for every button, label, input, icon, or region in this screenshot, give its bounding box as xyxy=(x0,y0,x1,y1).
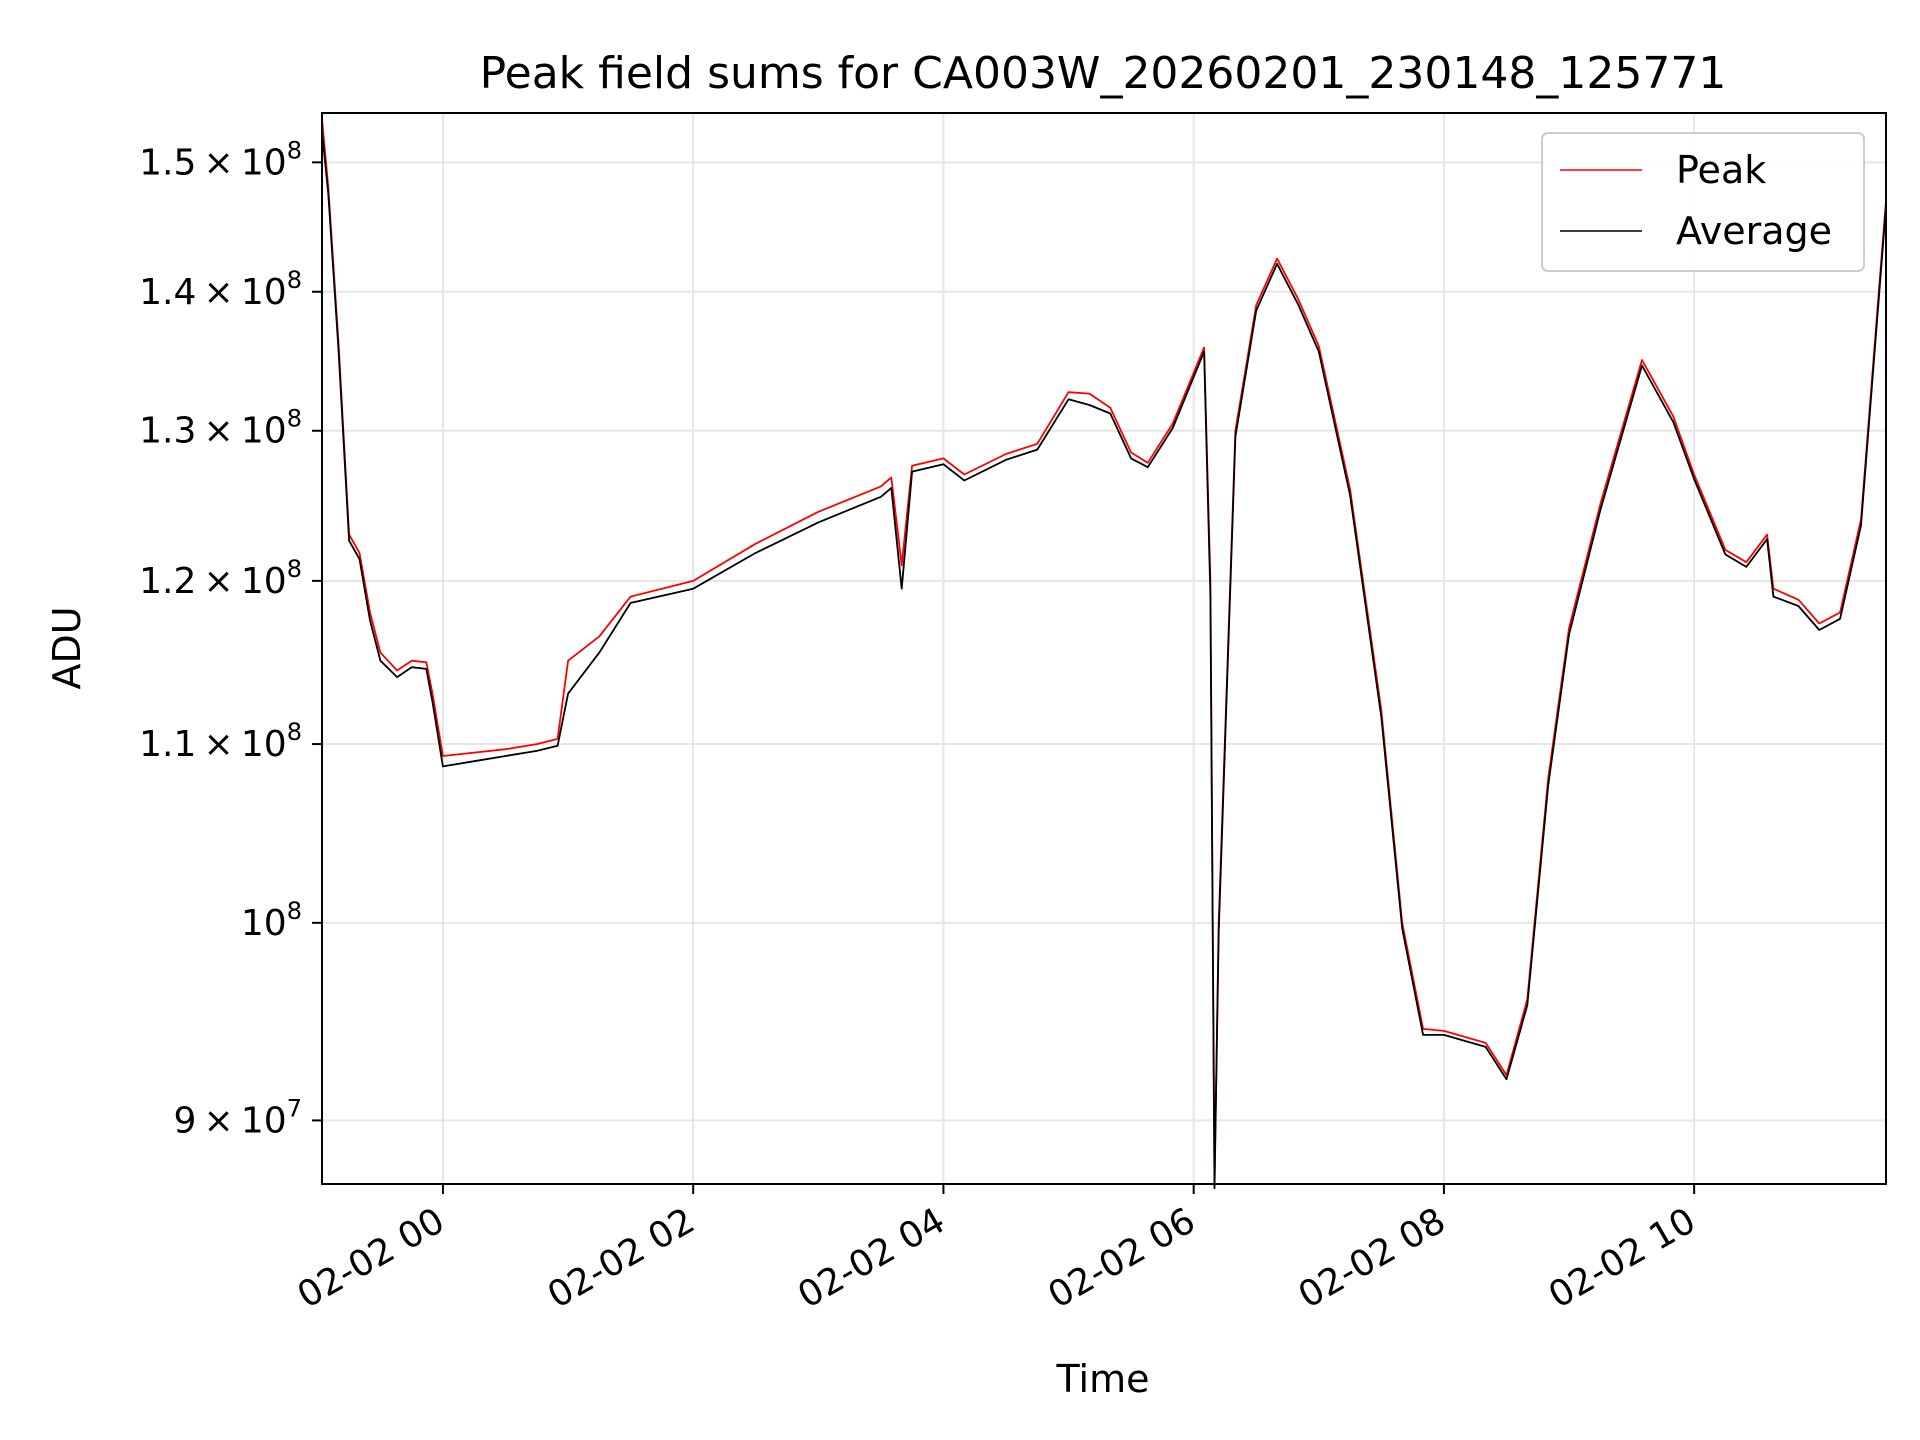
plot-frame xyxy=(321,112,1887,1185)
series-layer xyxy=(321,119,1887,1190)
legend: Peak Average xyxy=(1541,132,1865,272)
series-line-peak xyxy=(321,119,1887,1185)
y-tick-label: 1.5 × 108 xyxy=(139,136,302,183)
legend-label-average: Average xyxy=(1676,209,1832,253)
y-tick-label: 108 xyxy=(241,897,302,944)
y-axis: 9 × 107 108 1.1 × 108 1.2 × 108 1.3 × 108 1.4… xyxy=(139,136,322,1141)
y-tick-label: 9 × 107 xyxy=(173,1094,302,1141)
grid xyxy=(322,113,1886,1184)
chart-title: Peak field sums for CA003W_20260201_2301… xyxy=(480,48,1727,99)
y-tick-label: 1.2 × 108 xyxy=(139,555,302,602)
series-line-average xyxy=(321,131,1887,1190)
legend-label-peak: Peak xyxy=(1676,148,1766,192)
x-axis-label: Time xyxy=(1056,1357,1150,1401)
y-axis-label: ADU xyxy=(45,606,89,689)
legend-box xyxy=(1541,132,1865,272)
y-tick-label: 1.3 × 108 xyxy=(139,405,302,452)
y-tick-label: 1.1 × 108 xyxy=(139,718,302,765)
y-tick-label: 1.4 × 108 xyxy=(139,266,302,313)
